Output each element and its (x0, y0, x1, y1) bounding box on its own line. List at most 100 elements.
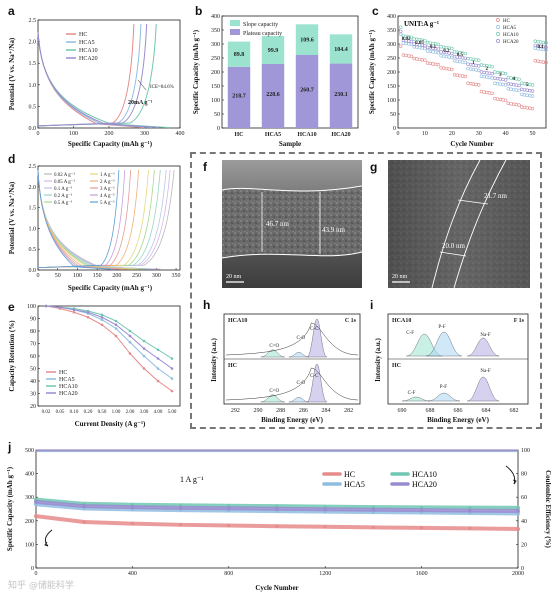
xlabel-i: Binding Energy (eV) (427, 416, 490, 424)
c-point-HCA20 (425, 45, 430, 50)
c-point-HC (498, 97, 502, 102)
c-point-HCA5 (503, 83, 508, 87)
c-point-HCA20 (479, 70, 484, 74)
c-point-HCA10 (436, 42, 441, 46)
c-point-HCA10 (468, 57, 473, 61)
e-xtick-label: 5.00 (168, 410, 177, 415)
h-envelope (225, 367, 359, 401)
c-point-HC (401, 53, 406, 57)
c-point-HC (501, 98, 505, 102)
c-point-HC (420, 58, 424, 62)
c-point-HCA20 (477, 64, 481, 68)
c-point-HCA20 (501, 77, 505, 82)
c-point-HC (442, 66, 446, 70)
c-point-HCA20 (439, 50, 443, 54)
c-point-HCA20 (522, 88, 527, 92)
d-charge-curve (37, 169, 132, 268)
e-xtick-label: 0.10 (70, 410, 79, 415)
c-xtick-label: 10 (422, 131, 428, 137)
d-xtick-label: 50 (55, 273, 61, 279)
d-legend-label: 0.05 A g⁻¹ (54, 179, 75, 185)
c-point-HC (536, 59, 540, 63)
e-ytick-label: 70 (30, 342, 36, 348)
c-rate-label: 5 (526, 83, 529, 88)
h-bottom-sample: HC (228, 363, 237, 369)
h-peak-label: C=O (269, 389, 279, 394)
b-value-slope: 89.8 (234, 52, 245, 58)
e-point-HCA20 (100, 315, 104, 319)
c-point-HCA5 (447, 55, 451, 59)
a-charge-HC (37, 24, 135, 127)
axes-a (37, 19, 181, 129)
c-point-HCA20 (525, 88, 529, 92)
xlabel-h: Binding Energy (eV) (261, 416, 324, 424)
d-xtick-label: 350 (172, 273, 181, 279)
e-ytick-label: 80 (30, 329, 36, 335)
c-point-HCA5 (509, 87, 513, 91)
c-point-HC (423, 58, 427, 62)
d-charge-curve (37, 169, 120, 268)
i-bottom-sample: HC (392, 363, 401, 369)
e-ytick-label: 90 (30, 317, 36, 323)
c-ytick-label: 0 (393, 126, 396, 132)
a-ice-pointer (137, 79, 147, 91)
h-peak-co2 (260, 394, 285, 403)
c-point-HCA5 (401, 41, 406, 45)
b-value-slope: 104.4 (334, 47, 348, 53)
c-point-HCA10 (536, 39, 540, 44)
xlabel-c: Cycle Number (450, 140, 493, 148)
c-point-HCA10 (398, 25, 403, 29)
c-point-HC (474, 82, 478, 87)
j-point-HC (179, 523, 183, 527)
e-point-HCA20 (170, 367, 174, 370)
j-point-HCA10 (516, 506, 520, 510)
i-peak-cf-hc (401, 396, 431, 402)
j-ytick-right-label: 80 (521, 472, 527, 478)
j-ytick-label: 100 (25, 542, 34, 548)
c-point-HCA20 (398, 29, 403, 34)
c-point-HC (433, 62, 438, 67)
c-point-HCA10 (409, 35, 414, 39)
axes-c (397, 15, 547, 129)
b-legend-label: Plateau capacity (243, 31, 282, 37)
b-ytick-label: 200 (211, 70, 220, 76)
c-point-HC (431, 62, 435, 66)
c-point-HCA20 (409, 39, 414, 44)
h-peak-label: C-C (310, 327, 319, 332)
c-point-HCA10 (490, 64, 494, 69)
c-point-HCA5 (417, 45, 422, 50)
c-point-HCA20 (520, 87, 524, 92)
panel-letter-d: d (8, 152, 16, 166)
d-charge-curve (37, 169, 175, 268)
j-point-HCA10 (468, 505, 472, 510)
j-ytick-label: 400 (25, 472, 34, 478)
c-point-HCA10 (528, 82, 532, 87)
b-value-slope: 99.9 (268, 48, 279, 54)
ylabel-j: Specific Capacity (mAh g⁻¹) (6, 466, 14, 551)
c-rate-label: 3 (499, 73, 502, 78)
e-point-HC (72, 310, 76, 314)
c-point-HCA5 (436, 50, 441, 55)
j-point-HC (34, 514, 38, 518)
c-point-HC (452, 73, 457, 77)
e-ytick-label: 50 (30, 367, 36, 373)
c-point-HC (415, 57, 419, 61)
c-point-HCA5 (514, 88, 519, 92)
h-region: C 1s (345, 318, 357, 324)
c-rate-label: 1 (472, 61, 475, 66)
c-point-HCA20 (498, 77, 502, 81)
a-charge-HCA10 (37, 24, 157, 127)
b-ytick-label: 0 (217, 126, 220, 132)
j-point-HC (82, 520, 86, 524)
b-bar-slope-HCA10 (295, 24, 319, 56)
c-point-HC (436, 63, 441, 67)
a-legend-label: HCA20 (79, 56, 98, 62)
a-ytick-label: 2.5 (29, 18, 37, 24)
d-legend-label: 0.5 A g⁻¹ (54, 200, 73, 206)
c-point-HCA5 (398, 32, 403, 36)
j-point-HC (275, 524, 279, 528)
c-point-HCA5 (506, 87, 511, 91)
c-point-HC (471, 82, 476, 86)
e-point-HCA5 (156, 367, 160, 370)
j-point-HC (130, 522, 134, 526)
